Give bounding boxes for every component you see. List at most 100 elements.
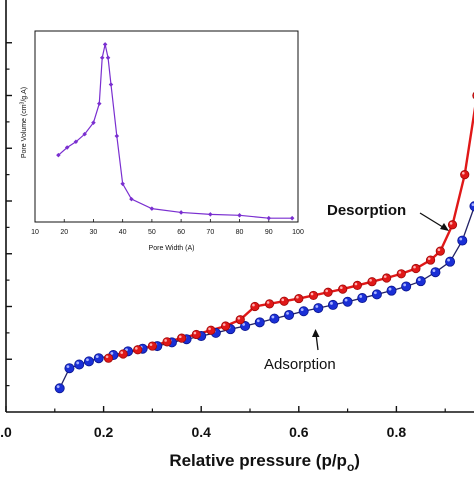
desorption-point — [396, 269, 406, 279]
desorption-point-highlight — [383, 275, 387, 278]
desorption-point-highlight — [427, 257, 431, 260]
adsorption-point — [254, 317, 265, 328]
desorption-point-highlight — [296, 295, 299, 299]
desorption-point-highlight — [310, 292, 314, 296]
inset-x-tick-label: 10 — [31, 229, 39, 236]
main-x-tick-label: 0.2 — [94, 424, 114, 440]
desorption-point — [191, 329, 201, 340]
desorption-point — [235, 315, 245, 325]
adsorption-point-highlight — [471, 203, 474, 207]
main-x-axis-title: Relative pressure (p/po) — [169, 451, 360, 474]
desorption-point-highlight — [135, 347, 138, 350]
adsorption-point — [83, 356, 94, 367]
desorption-point — [133, 345, 143, 355]
adsorption-point-highlight — [330, 301, 333, 305]
desorption-point — [250, 301, 260, 312]
inset-x-tick-label: 90 — [265, 229, 273, 236]
inset-x-tick-label: 40 — [119, 229, 127, 236]
pore-volume-point — [114, 133, 120, 139]
desorption-point-highlight — [369, 279, 372, 282]
desorption-point — [118, 349, 128, 359]
adsorption-point — [93, 353, 104, 364]
desorption-point — [425, 255, 436, 265]
desorption-point-highlight — [105, 355, 109, 359]
desorption-point-highlight — [325, 289, 328, 293]
desorption-point — [460, 170, 470, 180]
inset-x-axis-title: Pore Width (A) — [149, 245, 195, 252]
adsorption-point — [457, 235, 468, 246]
pore-volume-point — [99, 55, 105, 61]
desorption-point-highlight — [398, 271, 402, 274]
desorption-point-highlight — [237, 316, 241, 320]
desorption-arrow-line — [419, 212, 447, 230]
adsorption-point — [74, 359, 85, 370]
desorption-point — [147, 341, 157, 351]
pore-volume-point — [73, 139, 79, 145]
adsorption-point — [284, 309, 295, 320]
main-x-tick-label: 0.4 — [191, 424, 211, 440]
desorption-point-highlight — [120, 351, 124, 354]
desorption-point — [447, 220, 458, 230]
inset-x-tick-label: 30 — [90, 229, 98, 236]
desorption-point-highlight — [449, 222, 453, 225]
adsorption-annotation: Adsorption — [264, 356, 336, 373]
desorption-point-highlight — [222, 323, 226, 326]
adsorption-point-highlight — [417, 278, 421, 281]
desorption-point-highlight — [462, 171, 465, 175]
adsorption-point-highlight — [256, 319, 260, 323]
inset-x-tick-label: 70 — [206, 229, 214, 236]
adsorption-point-highlight — [315, 305, 319, 308]
adsorption-point-highlight — [459, 237, 463, 241]
desorption-point — [177, 333, 187, 343]
desorption-point — [206, 325, 216, 335]
adsorption-point — [327, 299, 338, 310]
desorption-point-highlight — [354, 282, 358, 286]
inset-x-tick-label: 60 — [177, 229, 185, 236]
pore-volume-point — [82, 131, 87, 137]
desorption-point-highlight — [208, 327, 211, 331]
adsorption-point — [64, 363, 75, 374]
desorption-point — [264, 299, 275, 309]
desorption-point — [323, 287, 333, 297]
adsorption-point-highlight — [447, 258, 450, 262]
pore-volume-point — [97, 101, 102, 106]
desorption-point — [103, 353, 114, 363]
adsorption-point — [401, 281, 412, 292]
adsorption-point-highlight — [95, 355, 99, 358]
desorption-point — [308, 290, 319, 301]
adsorption-point-highlight — [56, 385, 60, 389]
pore-volume-point — [102, 42, 108, 47]
adsorption-point-highlight — [76, 361, 80, 365]
desorption-point-highlight — [413, 265, 416, 269]
adsorption-point-highlight — [432, 269, 436, 273]
desorption-point-highlight — [281, 298, 285, 302]
desorption-point — [435, 246, 445, 256]
pore-volume-point — [289, 215, 295, 221]
desorption-point — [162, 337, 172, 347]
adsorption-point-highlight — [373, 291, 377, 295]
pore-volume-point — [105, 55, 111, 61]
adsorption-point — [313, 303, 324, 314]
adsorption-point-highlight — [403, 283, 407, 287]
desorption-point-highlight — [252, 303, 255, 307]
adsorption-point — [269, 313, 280, 324]
adsorption-point-highlight — [344, 298, 348, 302]
adsorption-point-highlight — [110, 352, 114, 355]
main-x-tick-label: 0.6 — [289, 424, 309, 440]
inset-x-tick-label: 50 — [148, 229, 156, 236]
adsorption-arrow-head — [312, 329, 320, 337]
desorption-point-highlight — [437, 248, 441, 252]
desorption-point — [221, 321, 231, 331]
desorption-point-highlight — [149, 343, 153, 346]
desorption-arrow-head — [440, 223, 449, 231]
pore-volume-point — [56, 152, 61, 158]
adsorption-point-highlight — [66, 365, 70, 369]
desorption-point-highlight — [340, 286, 343, 289]
main-x-tick-label: 0.8 — [387, 424, 407, 440]
adsorption-point — [445, 256, 456, 267]
adsorption-point — [54, 383, 65, 394]
inset-x-tick-label: 20 — [60, 229, 68, 236]
desorption-annotation: Desorption — [327, 202, 406, 219]
